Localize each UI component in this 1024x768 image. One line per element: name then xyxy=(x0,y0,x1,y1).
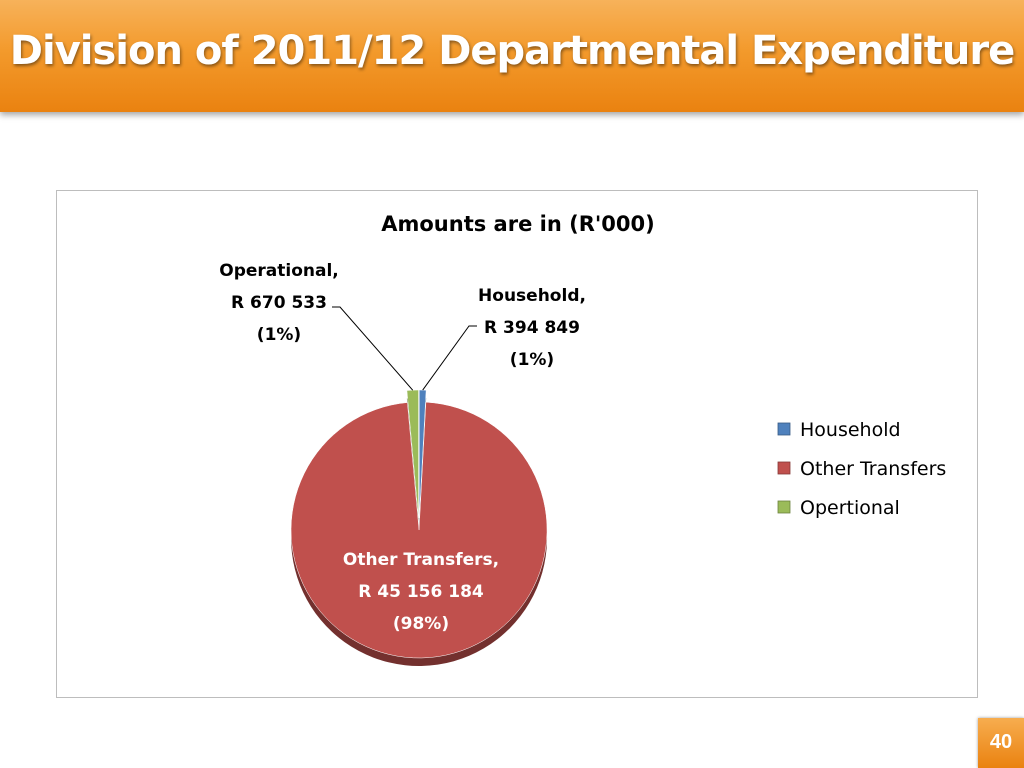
pie-chart: Amounts are in (R'000) Household, R 394 8… xyxy=(219,212,946,666)
data-label-line: (1%) xyxy=(510,350,554,370)
leader-line-household xyxy=(422,325,477,391)
slide-number-badge: 40 xyxy=(978,718,1024,768)
data-label-line: (98%) xyxy=(393,614,449,634)
data-label-line: Other Transfers, xyxy=(343,550,499,570)
legend-swatch-household xyxy=(777,422,791,436)
pie-slice-other-transfers xyxy=(290,401,548,659)
leader-line-operational xyxy=(332,306,414,391)
data-label-line: R 45 156 184 xyxy=(358,582,484,602)
page-title: Division of 2011/12 Departmental Expendi… xyxy=(9,28,1015,74)
title-bar: Division of 2011/12 Departmental Expendi… xyxy=(0,0,1024,112)
data-label-other-transfers: Other Transfers, R 45 156 184 (98%) xyxy=(343,550,499,634)
legend-label-operational: Opertional xyxy=(800,497,900,519)
data-label-line: R 670 533 xyxy=(231,293,327,313)
chart-frame: Amounts are in (R'000) Household, R 394 8… xyxy=(56,190,978,698)
legend-swatch-operational xyxy=(777,500,791,514)
legend-label-household: Household xyxy=(800,419,901,441)
data-label-line: (1%) xyxy=(257,325,301,345)
data-label-household: Household, R 394 849 (1%) xyxy=(478,286,586,370)
data-label-line: Household, xyxy=(478,286,586,306)
data-label-line: R 394 849 xyxy=(484,318,580,338)
slide-number: 40 xyxy=(989,731,1013,753)
chart-title: Amounts are in (R'000) xyxy=(381,212,654,236)
data-label-operational: Operational, R 670 533 (1%) xyxy=(219,261,339,345)
legend-swatch-other-transfers xyxy=(777,461,791,475)
pie-slice-household xyxy=(419,389,427,519)
legend-label-other-transfers: Other Transfers xyxy=(800,458,946,480)
data-label-line: Operational, xyxy=(219,261,339,281)
